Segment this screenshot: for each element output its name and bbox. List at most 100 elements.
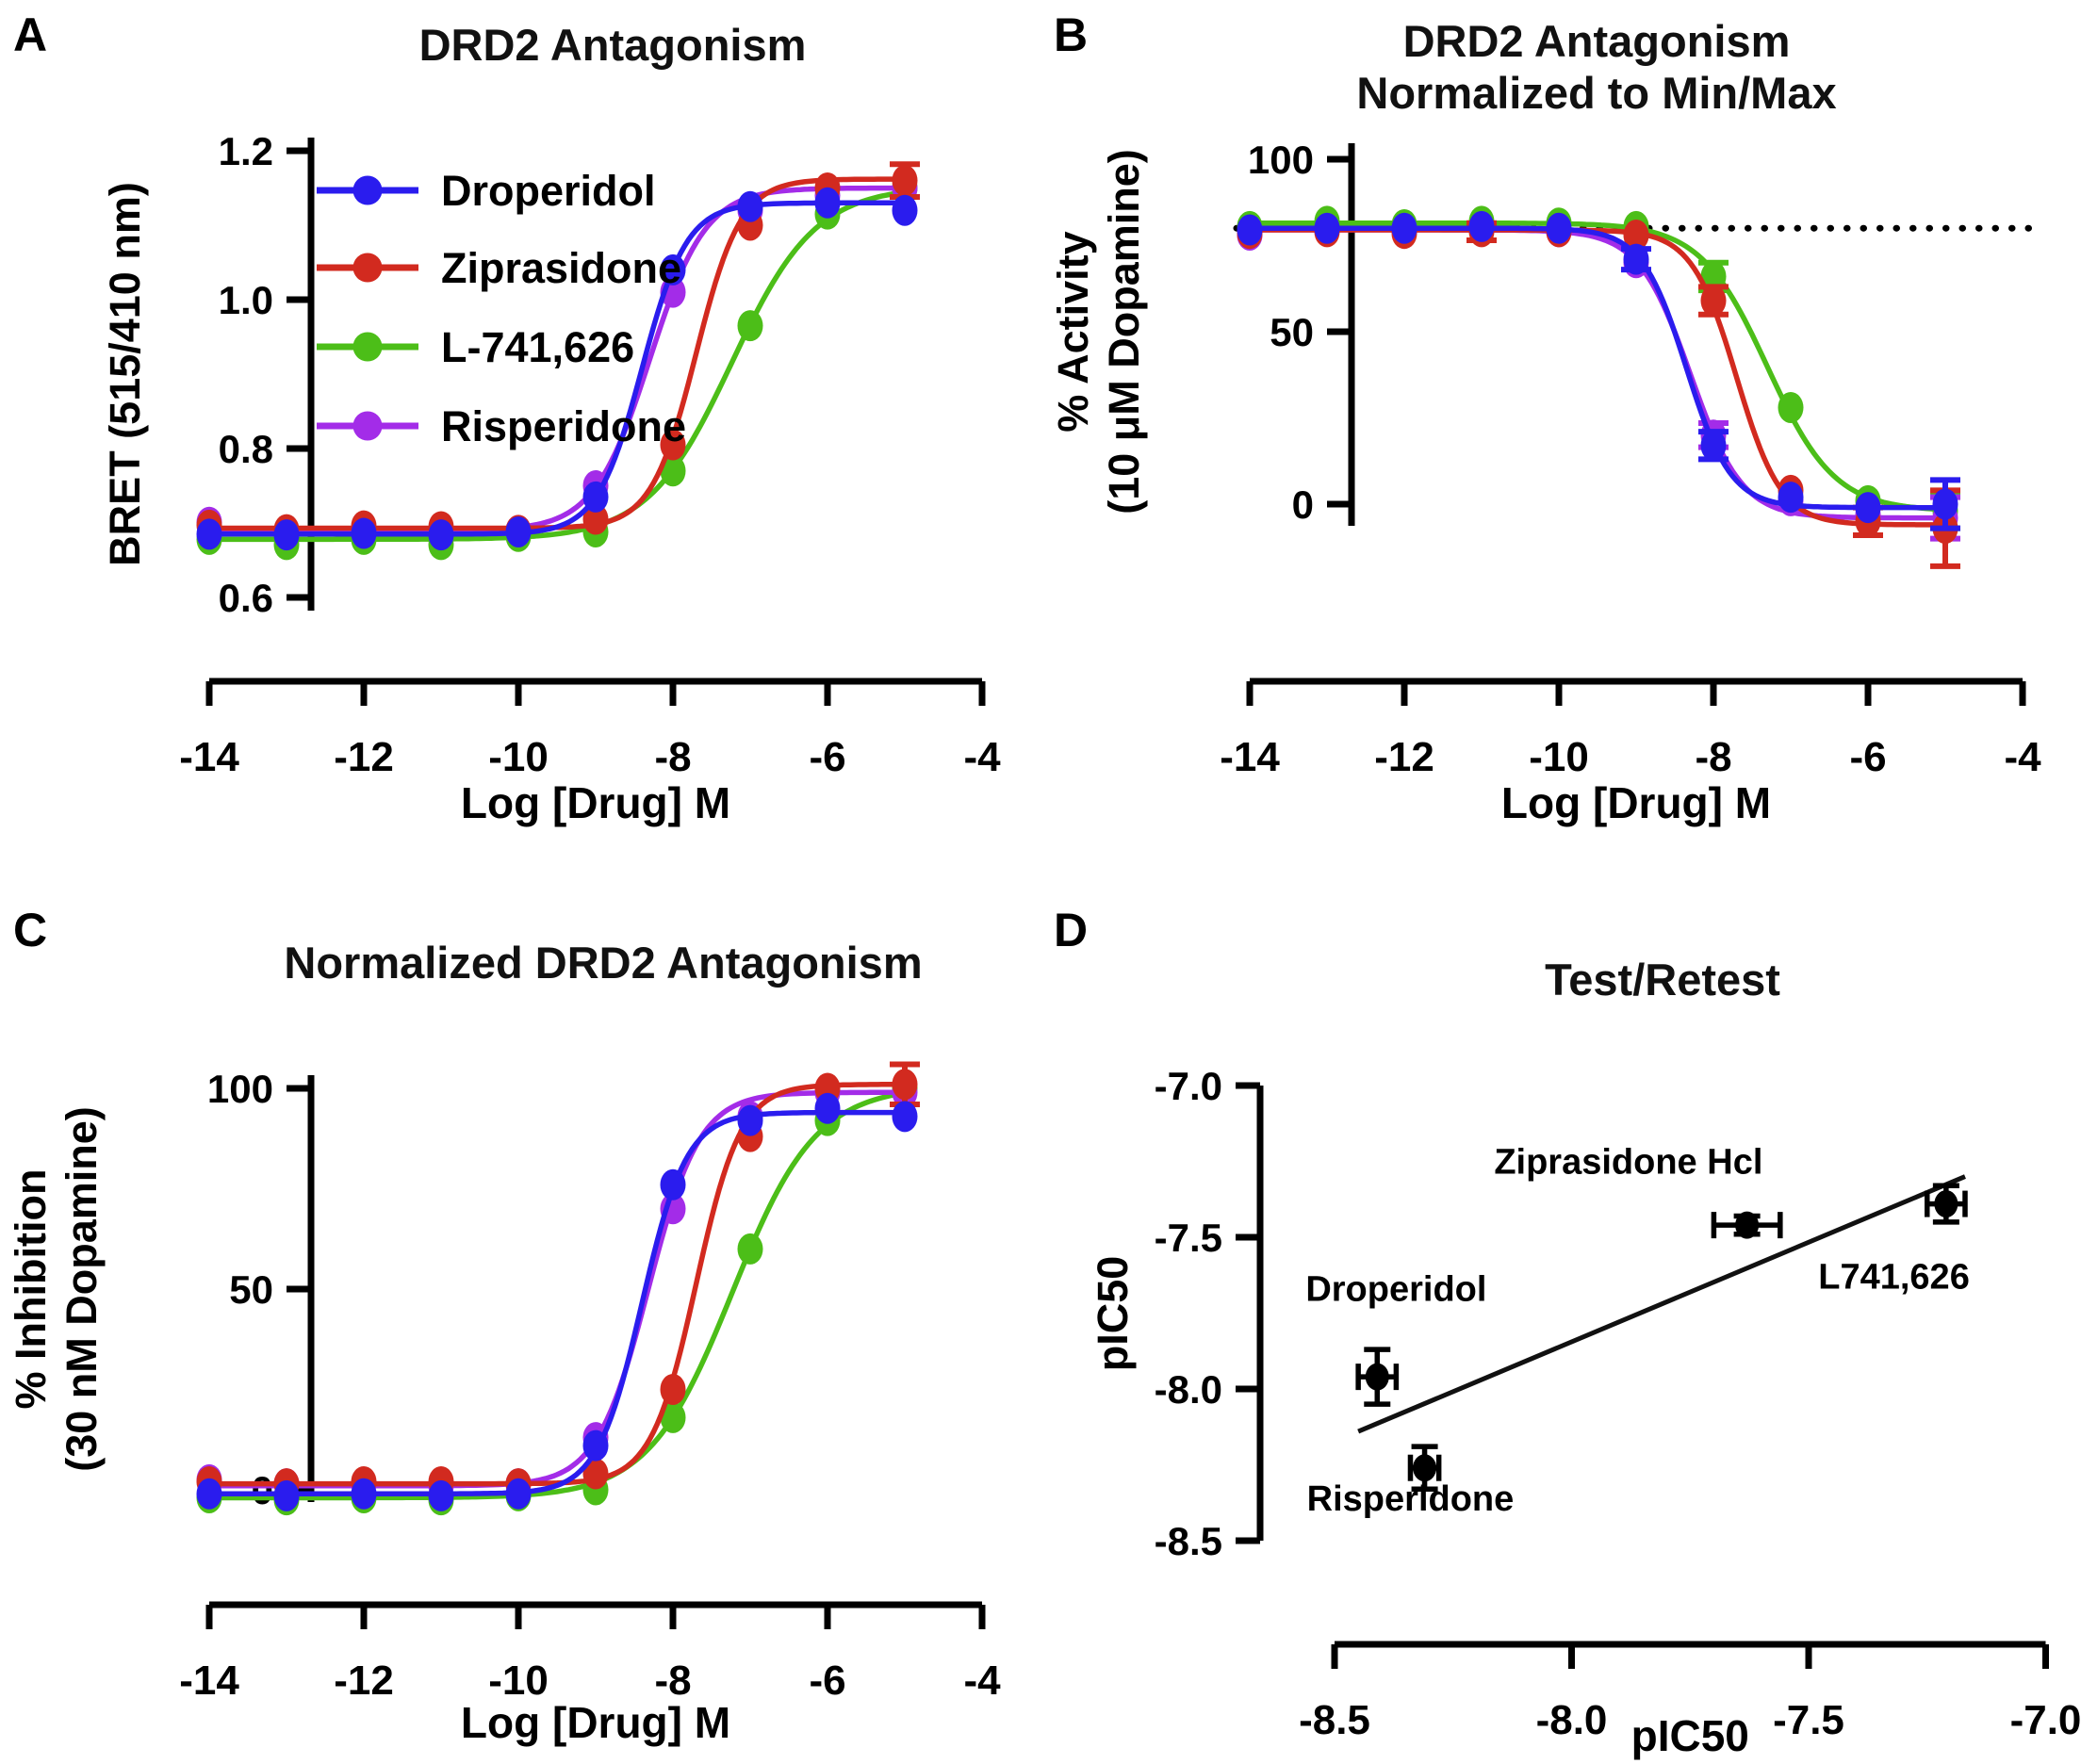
fit-curve <box>1250 225 1945 511</box>
point-droperidol <box>1355 1347 1400 1407</box>
series-ziprasidone <box>1237 216 1960 569</box>
panel-a-title: DRD2 Antagonism <box>226 19 999 71</box>
series-l-741-626 <box>196 1072 918 1516</box>
y-tick-label: 0 <box>252 1468 273 1512</box>
point-ziprasidone-hcl <box>1711 1211 1783 1239</box>
x-tick-label: -8.5 <box>1299 1697 1370 1743</box>
x-tick-label: -6 <box>809 1658 845 1704</box>
data-point <box>351 517 377 549</box>
x-tick-label: -10 <box>1529 734 1589 780</box>
data-point <box>1468 210 1495 242</box>
x-axis-title: Log [Drug] M <box>461 1698 730 1747</box>
panel-a-chart: 1.2 1.0 0.8 0.6 BRET (515/410 nm) -14 -12 -10 -8… <box>101 129 1001 827</box>
y-tick-label: 100 <box>207 1067 273 1111</box>
x-tick-label: -4 <box>963 734 1001 780</box>
y-tick-label: 50 <box>229 1267 273 1312</box>
x-tick-label: -7.0 <box>2010 1697 2081 1743</box>
legend-label: Ziprasidone <box>441 244 681 292</box>
fit-line <box>1357 1174 1966 1434</box>
y-axis-title: BRET (515/410 nm) <box>101 182 149 566</box>
fit-curve <box>209 1090 906 1501</box>
data-point <box>1700 430 1727 462</box>
data-point <box>737 1104 763 1136</box>
data-point <box>196 1478 222 1510</box>
data-point <box>1623 243 1649 275</box>
y-axis-title: % Inhibition <box>7 1169 55 1410</box>
data-point <box>1778 482 1804 514</box>
y-tick-label: 1.2 <box>219 129 273 173</box>
x-axis: -14 -12 -10 -8 -6 -4 Log [Drug] M <box>179 1601 1001 1747</box>
panel-c-title: Normalized DRD2 Antagonism <box>188 937 1018 988</box>
data-point <box>892 194 918 226</box>
data-point <box>660 1374 686 1405</box>
panel-b-title-line: Normalized to Min/Max <box>1356 68 1837 119</box>
data-point <box>660 1168 686 1200</box>
x-tick-label: -14 <box>179 734 239 780</box>
data-point <box>660 1401 686 1433</box>
y-axis-title: (10 μM Dopamine) <box>1100 149 1148 514</box>
panel-b-title-line: DRD2 Antagonism <box>1402 16 1791 66</box>
y-tick-label: -7.0 <box>1155 1064 1222 1108</box>
y-axis: 100 50 0 % Activity (10 μM Dopamine) <box>1049 138 1355 527</box>
data-point <box>1413 1454 1437 1482</box>
panel-d-title: Test/Retest <box>1248 954 2077 1005</box>
legend-label: Droperidol <box>441 167 656 215</box>
panel-b-letter: B <box>1054 8 1089 61</box>
data-point <box>1700 285 1727 317</box>
data-point <box>1855 492 1881 524</box>
y-tick-label: 0.6 <box>219 576 273 620</box>
x-tick-label: -4 <box>2004 734 2041 780</box>
y-tick-label: -7.5 <box>1155 1216 1222 1260</box>
point-l741-626 <box>1925 1183 1968 1225</box>
x-tick-label: -12 <box>334 734 394 780</box>
data-point <box>1391 212 1417 244</box>
legend-label: Risperidone <box>441 402 686 450</box>
point-label: Risperidone <box>1307 1479 1515 1519</box>
data-point <box>273 519 300 551</box>
y-axis-title: pIC50 <box>1089 1256 1137 1372</box>
chart-root: -7.0 -7.5 -8.0 -8.5 pIC50 -8.5 -8.0 -7.5 -7.0 pIC… <box>1089 1064 2081 1760</box>
data-point <box>737 1233 763 1265</box>
series-droperidol <box>196 1092 918 1511</box>
x-axis-title: Log [Drug] M <box>1501 778 1771 827</box>
data-point <box>737 190 763 222</box>
x-axis: -8.5 -8.0 -7.5 -7.0 pIC50 <box>1299 1641 2081 1760</box>
x-tick-label: -8 <box>654 734 691 780</box>
y-tick-label: -8.5 <box>1155 1519 1222 1563</box>
legend-marker-dot <box>352 253 383 283</box>
data-point <box>1237 214 1263 246</box>
data-point <box>273 1479 300 1511</box>
data-point <box>1932 488 1958 520</box>
data-point <box>660 429 686 461</box>
x-tick-label: -4 <box>963 1658 1001 1704</box>
y-tick-label: -8.0 <box>1155 1367 1222 1412</box>
x-tick-label: -8.0 <box>1536 1697 1608 1743</box>
panel-b-title: DRD2 Antagonism Normalized to Min/Max <box>1210 15 1983 120</box>
data-point <box>892 165 918 197</box>
x-tick-label: -6 <box>809 734 845 780</box>
data-point <box>582 1458 609 1490</box>
chart-root: 1.2 1.0 0.8 0.6 BRET (515/410 nm) -14 -12 -10 -8… <box>101 129 1001 827</box>
x-axis: -14 -12 -10 -8 -6 -4 Log [Drug] M <box>179 678 1001 827</box>
panel-d-chart: -7.0 -7.5 -8.0 -8.5 pIC50 -8.5 -8.0 -7.5 -7.0 pIC… <box>1089 1064 2081 1760</box>
x-tick-label: -14 <box>179 1658 239 1704</box>
data-point <box>582 481 609 513</box>
testretest-group: Droperidol Risperidone Ziprasidone Hcl L741… <box>1305 1142 1970 1518</box>
panel-b: B DRD2 Antagonism Normalized to Min/Max … <box>1040 0 2081 882</box>
panel-a: A DRD2 Antagonism 1.2 1.0 0.8 0.6 BRET (515/… <box>0 0 1040 882</box>
y-axis-title: % Activity <box>1049 231 1097 432</box>
panel-a-letter: A <box>13 8 48 61</box>
data-point <box>196 518 222 550</box>
x-axis-title: pIC50 <box>1631 1711 1749 1760</box>
x-axis-title: Log [Drug] M <box>461 778 730 827</box>
series-droperidol <box>196 187 918 551</box>
data-point <box>660 455 686 487</box>
data-point <box>814 1092 841 1124</box>
data-point <box>428 1479 454 1511</box>
fit-curve <box>209 1109 905 1497</box>
series-l-741-626 <box>1237 205 1960 531</box>
y-tick-label: 0.8 <box>219 427 273 471</box>
fit-curve <box>209 200 905 537</box>
panel-c-chart: 100 50 0 % Inhibition (30 nM Dopamine) -14 -12… <box>7 1061 1001 1747</box>
